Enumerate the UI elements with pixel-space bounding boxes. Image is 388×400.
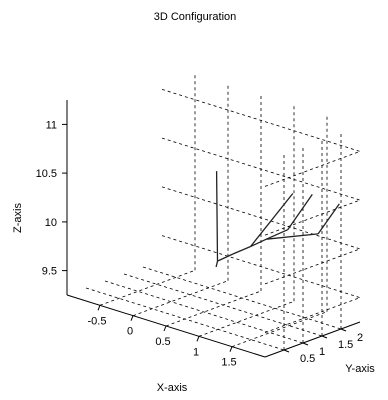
z-tick-label: 10 xyxy=(45,217,57,229)
grid-line xyxy=(124,274,322,336)
grid-line xyxy=(162,187,360,249)
series-segment xyxy=(318,204,339,234)
axes xyxy=(62,100,360,357)
grid-line xyxy=(100,270,195,305)
grid-lines xyxy=(86,75,360,350)
y-tick-label: 1.5 xyxy=(338,339,353,351)
grid-line xyxy=(199,301,294,336)
grid-line xyxy=(143,267,341,329)
y-tick-label: 0.5 xyxy=(300,353,315,365)
y-tick-mark xyxy=(303,343,308,345)
x-axis-label: X-axis xyxy=(157,382,188,394)
y-tick-mark xyxy=(322,336,327,338)
y-axis-label: Y-axis xyxy=(345,363,375,375)
grid-line xyxy=(265,200,360,235)
x-tick-mark xyxy=(197,336,199,341)
z-tick-label: 9.5 xyxy=(42,266,57,278)
z-tick-label: 11 xyxy=(46,119,57,131)
x-tick-label: 1 xyxy=(193,346,199,358)
x-tick-label: 0.5 xyxy=(155,336,170,348)
x-tick-label: -0.5 xyxy=(88,315,107,327)
grid-line xyxy=(166,291,261,326)
grid-line xyxy=(162,138,360,200)
series-segment xyxy=(233,247,251,255)
series-segment xyxy=(288,194,313,229)
grid-line xyxy=(265,151,360,186)
grid-line xyxy=(105,281,303,343)
series-segment xyxy=(266,234,318,239)
z-tick-label: 10.5 xyxy=(36,168,57,180)
tick-labels: -0.5 0 0.5 1 1.5 0.5 1 1.5 2 9.5 10 10.5 11 xyxy=(36,119,364,368)
x-tick-mark xyxy=(98,305,100,310)
y-tick-label: 1 xyxy=(319,346,325,358)
grid-line xyxy=(265,249,360,284)
x-tick-label: 1.5 xyxy=(221,357,236,369)
x-tick-mark xyxy=(131,316,133,321)
grid-line xyxy=(86,288,284,350)
y-tick-mark xyxy=(284,350,289,352)
series-segment xyxy=(216,261,217,267)
series-lines xyxy=(216,171,339,267)
grid-line xyxy=(133,281,228,316)
x-tick-mark xyxy=(164,326,166,331)
y-tick-mark xyxy=(341,329,346,331)
grid-line xyxy=(232,312,327,347)
series-segment xyxy=(217,171,218,261)
chart-title: 3D Configuration xyxy=(154,11,237,23)
x-tick-label: 0 xyxy=(127,326,133,338)
y-tick-label: 2 xyxy=(357,332,363,344)
z-axis-label: Z-axis xyxy=(12,203,24,233)
x-tick-mark xyxy=(230,347,232,352)
